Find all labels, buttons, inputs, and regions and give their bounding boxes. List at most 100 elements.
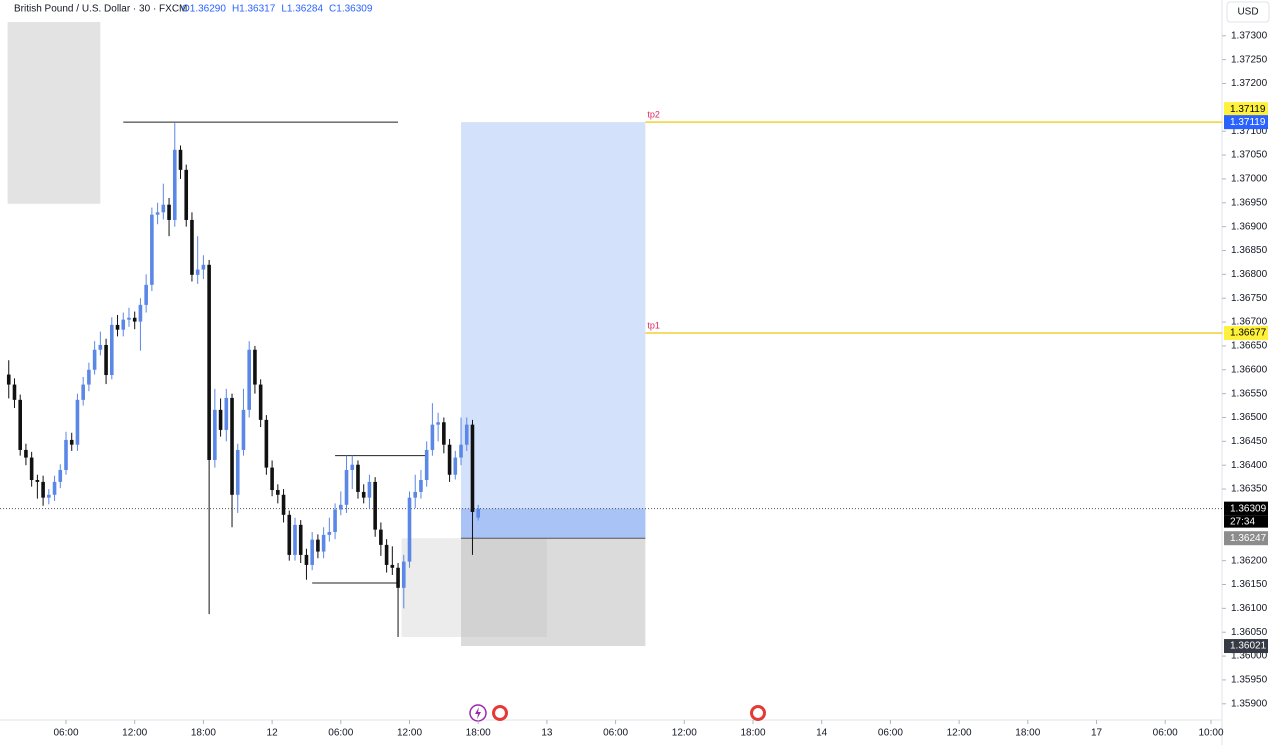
candle-body xyxy=(235,449,240,495)
candle-body xyxy=(178,149,183,170)
currency[interactable]: USD xyxy=(1237,7,1258,18)
candle-body xyxy=(350,464,355,470)
event-icon xyxy=(753,708,763,718)
candle-body xyxy=(6,374,11,385)
legend: British Pound / U.S. Dollar · 30 · FXCM … xyxy=(14,4,373,15)
price-badge-label: 1.37119 xyxy=(1230,104,1266,115)
candle-body xyxy=(436,422,440,425)
candle-body xyxy=(276,490,280,495)
open-pnl xyxy=(461,508,646,539)
x-tick-label: 18:00 xyxy=(1015,728,1040,739)
y-tick-label: 1.36750 xyxy=(1231,293,1268,304)
stop-zone xyxy=(461,538,646,647)
y-tick-label: 1.36700 xyxy=(1231,317,1268,328)
candle-body xyxy=(195,269,200,275)
ohlc-value: C1.36309 xyxy=(329,4,373,15)
x-tick-label: 17 xyxy=(1091,728,1103,739)
candle-body xyxy=(464,424,469,445)
symbol: British Pound / U.S. Dollar · 30 · FXCM xyxy=(14,4,187,15)
candle-body xyxy=(104,344,108,376)
candle-body xyxy=(213,409,217,460)
ohlc-value: H1.36317 xyxy=(232,4,276,15)
price-badge-label: 1.36309 xyxy=(1230,503,1267,514)
candle-body xyxy=(356,464,360,492)
x-tick-label: 12:00 xyxy=(122,728,147,739)
y-tick-label: 1.36650 xyxy=(1231,341,1268,352)
candle-body xyxy=(12,384,17,400)
candle-body xyxy=(281,494,286,515)
y-tick-label: 1.37300 xyxy=(1231,30,1268,41)
x-tick-label: 18:00 xyxy=(466,728,491,739)
y-tick-label: 1.37050 xyxy=(1231,150,1268,161)
candle-body xyxy=(132,317,137,322)
candle-body xyxy=(293,524,297,555)
price-badge-label: 1.37119 xyxy=(1230,117,1266,128)
candle-body xyxy=(138,304,143,322)
x-tick-label: 18:00 xyxy=(740,728,765,739)
price-badge-label: 1.36247 xyxy=(1230,533,1267,544)
candle-body xyxy=(241,409,246,450)
candle-body xyxy=(224,397,229,430)
candle-body xyxy=(52,481,57,495)
candle-body xyxy=(442,422,446,445)
x-tick-label: 06:00 xyxy=(1153,728,1178,739)
y-tick-label: 1.36200 xyxy=(1231,555,1268,566)
y-tick-label: 1.36350 xyxy=(1231,484,1268,495)
profit-zone xyxy=(461,122,646,539)
target-label: tp1 xyxy=(647,320,660,330)
x-tick-label: 13 xyxy=(541,728,553,739)
target-label: tp2 xyxy=(647,110,660,120)
candle-body xyxy=(155,212,160,215)
candle-body xyxy=(18,399,22,450)
x-tick-label: 10:00 xyxy=(1198,728,1223,739)
candle-body xyxy=(161,204,166,213)
candle-body xyxy=(419,480,423,492)
event-icon xyxy=(475,707,481,719)
candle-body xyxy=(264,419,269,468)
event-icons[interactable] xyxy=(469,704,766,722)
x-tick-label: 14 xyxy=(816,728,828,739)
candle-body xyxy=(396,567,400,588)
y-tick-label: 1.36900 xyxy=(1231,221,1268,232)
candle-body xyxy=(247,349,251,410)
price-badge xyxy=(1224,639,1268,654)
candle-body xyxy=(327,532,332,535)
x-tick-label: 12 xyxy=(267,728,279,739)
y-tick-label: 1.36800 xyxy=(1231,269,1268,280)
price-badge xyxy=(1224,102,1268,117)
candle-body xyxy=(476,508,480,518)
candle-body xyxy=(384,544,389,565)
currency-box[interactable] xyxy=(1226,1,1270,23)
event-icon xyxy=(495,708,505,718)
price-badge xyxy=(1224,115,1268,130)
candle-body xyxy=(401,561,406,588)
x-tick-label: 12:00 xyxy=(672,728,697,739)
candle-body xyxy=(121,319,126,330)
candle-body xyxy=(310,539,314,565)
zone xyxy=(7,21,101,204)
y-tick-label: 1.36150 xyxy=(1231,579,1268,590)
y-tick-label: 1.36850 xyxy=(1231,245,1268,256)
candle-body xyxy=(447,444,452,475)
candle-body xyxy=(298,524,303,555)
candle-body xyxy=(24,449,28,458)
candle-body xyxy=(47,494,51,498)
candle-body xyxy=(287,514,292,555)
candle-body xyxy=(373,481,377,530)
candle-body xyxy=(430,424,435,450)
y-tick-label: 1.37000 xyxy=(1231,174,1268,185)
candle-body xyxy=(407,497,412,562)
ohlc-value: O1.36290 xyxy=(182,4,226,15)
candle-body xyxy=(69,439,74,445)
x-tick-label: 06:00 xyxy=(878,728,903,739)
candle-body xyxy=(379,529,383,545)
candle-body xyxy=(258,384,263,420)
candle-body xyxy=(92,349,97,370)
candle-body xyxy=(230,397,234,495)
candle-body xyxy=(459,444,463,458)
y-tick-label: 1.36500 xyxy=(1231,412,1268,423)
candle-body xyxy=(184,169,189,220)
x-tick-label: 06:00 xyxy=(603,728,628,739)
x-tick-label: 12:00 xyxy=(947,728,972,739)
price-badge xyxy=(1224,531,1268,546)
